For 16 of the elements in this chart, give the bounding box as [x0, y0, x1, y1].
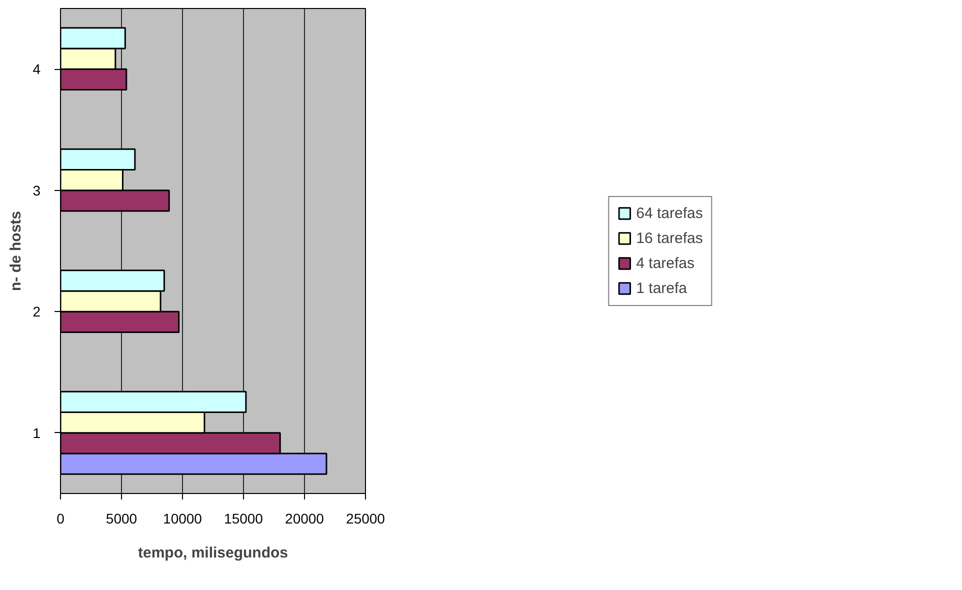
x-tick-label: 25000	[346, 510, 386, 526]
x-axis-title: tempo, milisegundos	[138, 544, 288, 562]
legend-label: 4 tarefas	[636, 254, 695, 272]
y-tick-label: 2	[32, 304, 41, 320]
legend-label: 16 tarefas	[636, 230, 703, 246]
x-tick-label: 20000	[285, 510, 324, 526]
x-tick-label: 5000	[106, 510, 138, 526]
x-tick-label: 10000	[163, 510, 202, 526]
legend-label: 64 tarefas	[636, 204, 703, 222]
x-tick-label: 15000	[224, 510, 264, 526]
y-tick-label: 4	[32, 61, 41, 78]
y-tick-label: 1	[32, 424, 41, 441]
y-tick-label: 3	[32, 182, 41, 198]
x-tick-label: 0	[56, 510, 65, 526]
legend-label: 1 tarefa	[636, 280, 688, 296]
y-axis-title: n- de hosts	[8, 210, 25, 291]
